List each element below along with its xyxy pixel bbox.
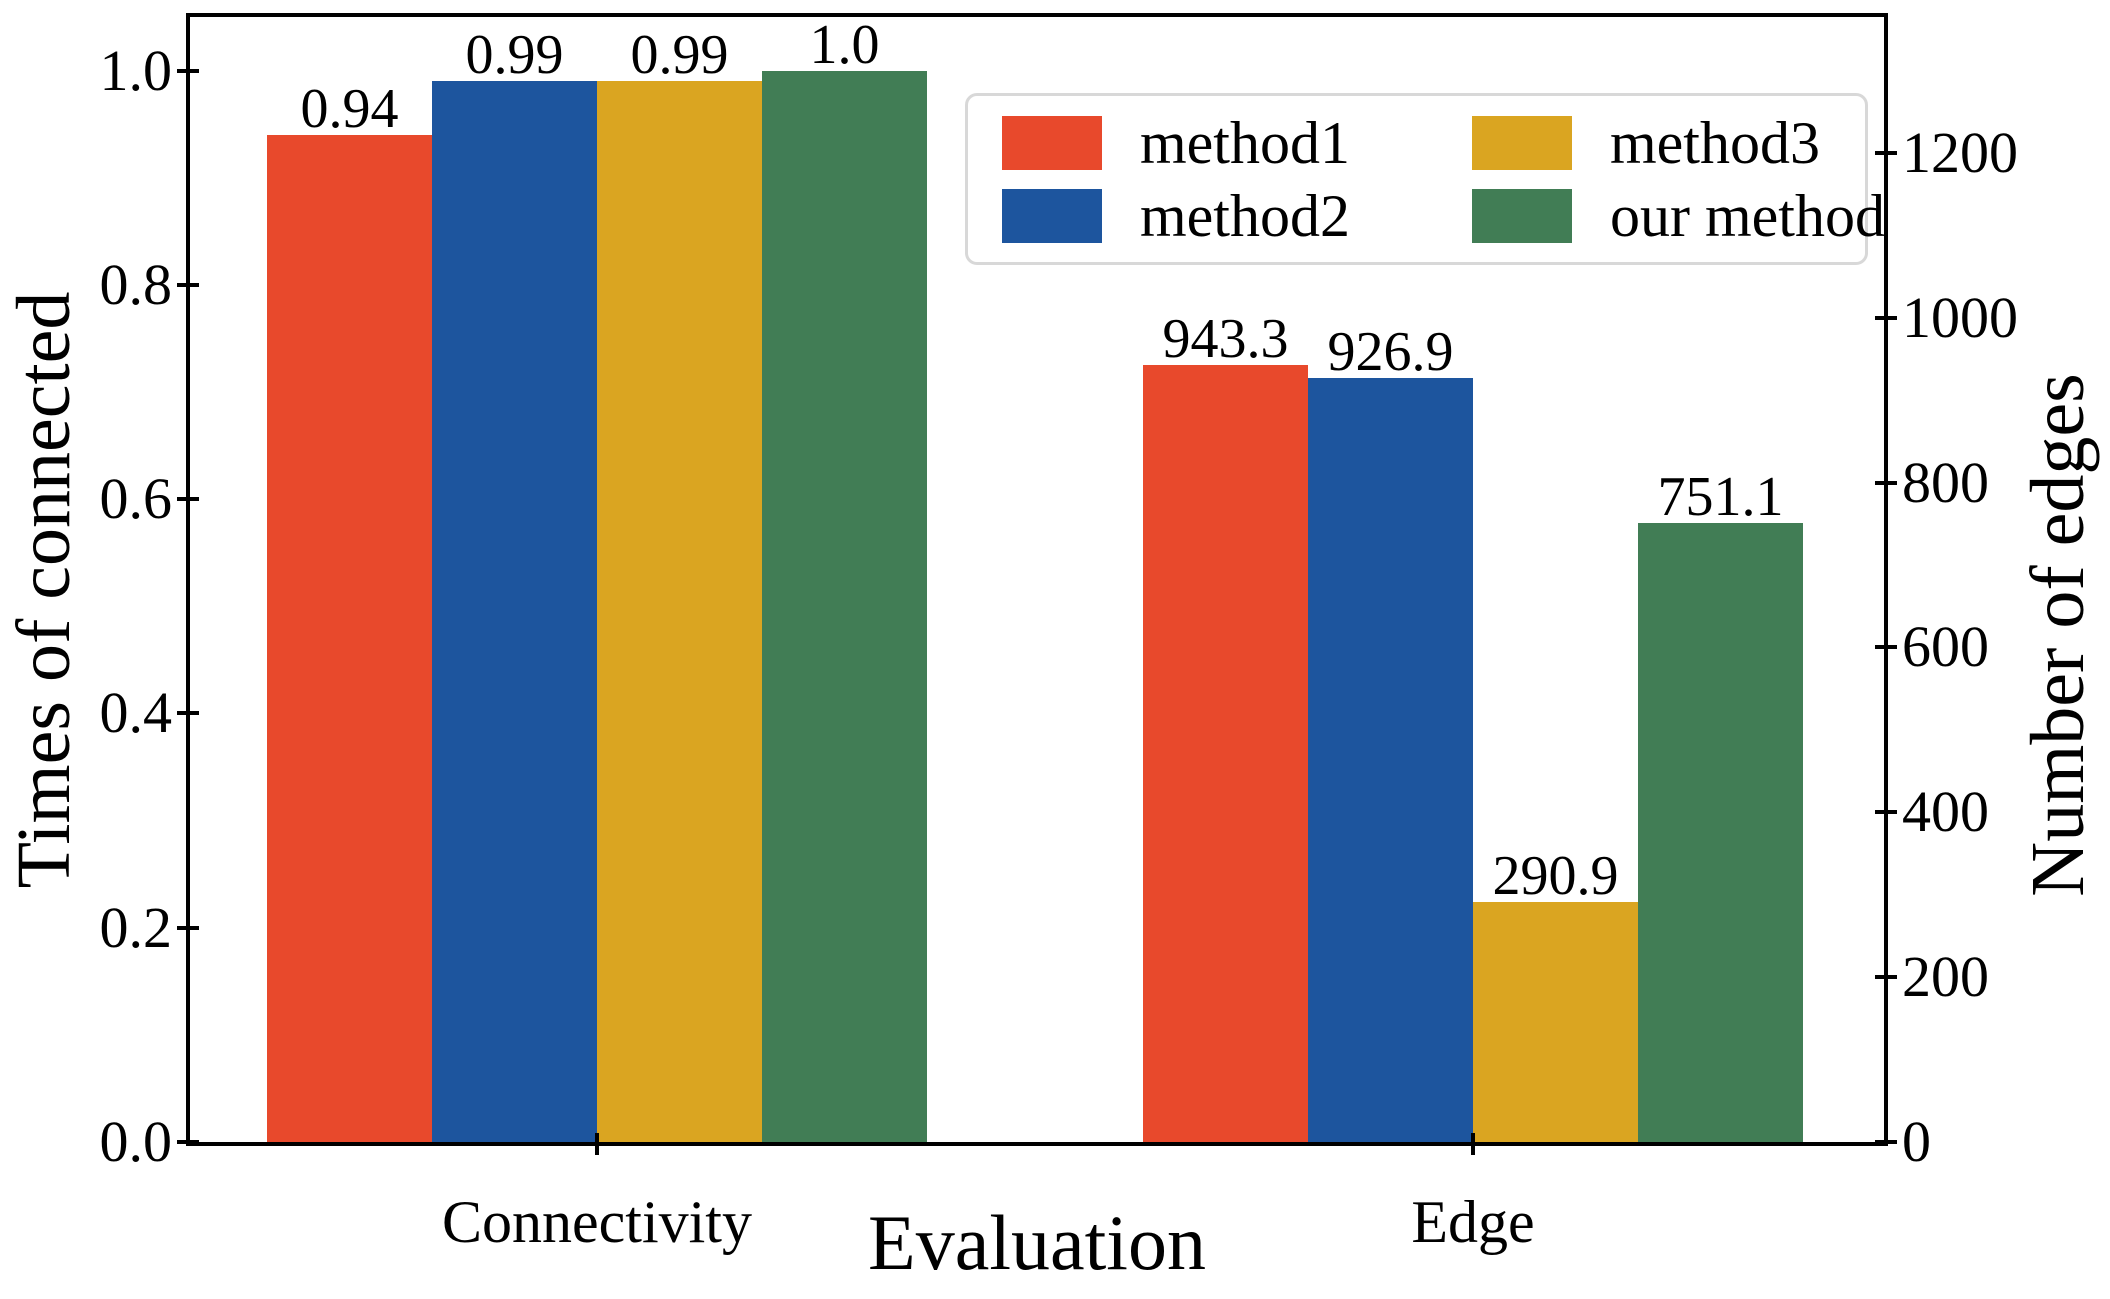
left-tick-mark: [177, 926, 199, 930]
left-tick-mark: [177, 69, 199, 73]
legend-item-method3: method3: [1472, 112, 1885, 174]
bar-value-label: 1.0: [809, 14, 880, 76]
right-tick-label: 600: [1902, 614, 1989, 679]
left-tick-mark: [177, 497, 199, 501]
bar-our-method-edge: [1638, 523, 1803, 1142]
bar-our-method-connectivity: [762, 71, 927, 1142]
left-tick-mark: [177, 1140, 199, 1144]
right-tick-label: 800: [1902, 450, 1989, 515]
legend-swatch-method1: [1002, 115, 1102, 170]
legend-label-method2: method2: [1140, 182, 1350, 249]
legend-swatch-method2: [1002, 188, 1102, 243]
legend-label-method3: method3: [1610, 109, 1820, 176]
bar-value-label: 290.9: [1492, 845, 1619, 907]
right-tick-label: 1200: [1902, 120, 2018, 185]
bar-value-label: 0.99: [465, 24, 564, 86]
bar-value-label: 943.3: [1162, 308, 1289, 370]
right-tick-mark: [1875, 810, 1897, 814]
bar-method1-edge: [1143, 365, 1308, 1142]
right-tick-mark: [1875, 645, 1897, 649]
right-tick-mark: [1875, 316, 1897, 320]
left-tick-label: 0.2: [99, 895, 173, 960]
x-tick-label-connectivity: Connectivity: [442, 1189, 752, 1255]
left-tick-label: 0.4: [99, 680, 173, 745]
bar-value-label: 926.9: [1327, 321, 1454, 383]
right-tick-label: 400: [1902, 779, 1989, 844]
x-tick-mark: [1471, 1133, 1475, 1155]
bar-value-label: 751.1: [1657, 466, 1784, 528]
left-tick-label: 1.0: [99, 38, 173, 103]
bar-method1-connectivity: [267, 135, 432, 1142]
left-tick-mark: [177, 711, 199, 715]
bar-value-label: 0.99: [630, 24, 729, 86]
legend-item-our-method: our method: [1472, 185, 1885, 247]
bar-value-label: 0.94: [300, 78, 399, 140]
legend-label-our-method: our method: [1610, 182, 1885, 249]
right-tick-label: 200: [1902, 944, 1989, 1009]
legend-swatch-our-method: [1472, 188, 1572, 243]
legend-item-method2: method2: [1002, 185, 1472, 247]
right-tick-mark: [1875, 481, 1897, 485]
bar-method3-connectivity: [597, 81, 762, 1142]
right-tick-mark: [1875, 1140, 1897, 1144]
x-tick-label-edge: Edge: [1411, 1189, 1535, 1255]
left-tick-label: 0.6: [99, 466, 173, 531]
x-tick-mark: [595, 1133, 599, 1155]
legend-item-method1: method1: [1002, 112, 1472, 174]
bar-method3-edge: [1473, 902, 1638, 1142]
x-axis-title: Evaluation: [868, 1199, 1206, 1286]
legend: method1 method2 method3 our method: [965, 93, 1885, 265]
legend-label-method1: method1: [1140, 109, 1350, 176]
right-tick-mark: [1875, 975, 1897, 979]
left-y-axis-title: Times of connected: [2, 291, 86, 889]
left-tick-label: 0.8: [99, 252, 173, 317]
right-tick-label: 1000: [1902, 285, 2018, 350]
left-tick-mark: [177, 283, 199, 287]
legend-swatch-method3: [1472, 115, 1572, 170]
bar-method2-edge: [1308, 378, 1473, 1142]
bar-method2-connectivity: [432, 81, 597, 1142]
right-tick-label: 0: [1902, 1109, 1931, 1174]
left-tick-label: 0.0: [99, 1109, 173, 1174]
